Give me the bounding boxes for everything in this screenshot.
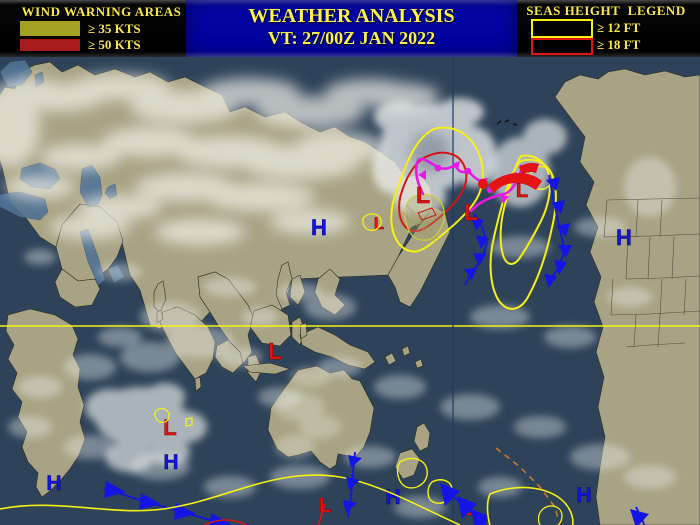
svg-text:L: L [516,180,528,202]
svg-text:H: H [616,225,632,250]
svg-text:L: L [268,338,282,364]
svg-text:L: L [416,182,430,208]
svg-text:H: H [46,472,61,495]
svg-text:H: H [576,484,591,507]
svg-text:L: L [464,199,478,225]
svg-text:H: H [385,486,400,509]
svg-text:H: H [311,215,327,240]
svg-text:L: L [163,415,176,440]
svg-text:H: H [163,451,178,474]
